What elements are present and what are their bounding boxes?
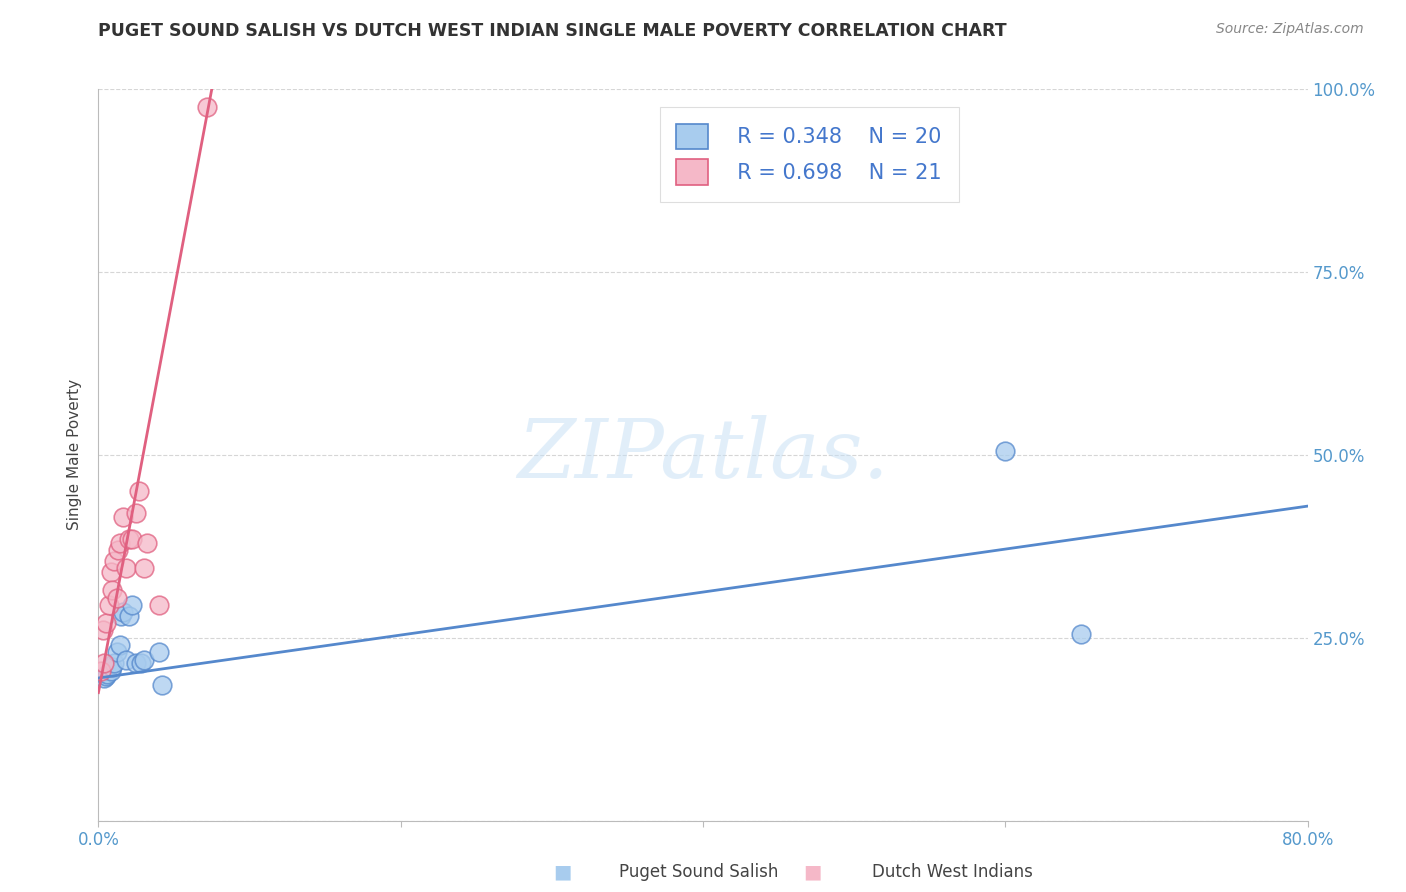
Point	[128, 484, 150, 499]
Point	[994, 444, 1017, 458]
Point	[111, 605, 134, 619]
Point	[96, 667, 118, 681]
Point	[148, 598, 170, 612]
Y-axis label: Single Male Poverty: Single Male Poverty	[67, 379, 83, 531]
Point	[125, 507, 148, 521]
Point	[135, 535, 157, 549]
Point	[129, 657, 152, 671]
Text: ZIPatlas.: ZIPatlas.	[517, 415, 889, 495]
Point	[107, 543, 129, 558]
Point	[118, 532, 141, 546]
Point	[105, 591, 128, 605]
Point	[100, 565, 122, 579]
Text: Dutch West Indians: Dutch West Indians	[872, 863, 1032, 881]
Point	[91, 624, 114, 638]
Point	[101, 583, 124, 598]
Point	[100, 664, 122, 678]
Point	[108, 638, 131, 652]
Point	[125, 657, 148, 671]
Point	[93, 671, 115, 685]
Point	[118, 608, 141, 623]
Point	[150, 678, 173, 692]
Point	[121, 532, 143, 546]
Point	[105, 645, 128, 659]
Point	[111, 510, 134, 524]
Point	[132, 653, 155, 667]
Text: ■: ■	[803, 863, 823, 882]
Text: Source: ZipAtlas.com: Source: ZipAtlas.com	[1216, 22, 1364, 37]
Point	[148, 645, 170, 659]
Point	[195, 101, 218, 115]
Point	[90, 664, 112, 678]
Text: Puget Sound Salish: Puget Sound Salish	[619, 863, 778, 881]
Point	[103, 554, 125, 568]
Point	[93, 657, 115, 671]
Point	[114, 653, 136, 667]
Point	[108, 535, 131, 549]
Point	[110, 608, 132, 623]
Point	[103, 657, 125, 671]
Point	[121, 598, 143, 612]
Point	[98, 598, 121, 612]
Point	[101, 660, 124, 674]
Point	[1070, 627, 1092, 641]
Point	[94, 616, 117, 631]
Legend:   R = 0.348    N = 20,   R = 0.698    N = 21: R = 0.348 N = 20, R = 0.698 N = 21	[659, 107, 959, 202]
Text: PUGET SOUND SALISH VS DUTCH WEST INDIAN SINGLE MALE POVERTY CORRELATION CHART: PUGET SOUND SALISH VS DUTCH WEST INDIAN …	[98, 22, 1007, 40]
Text: ■: ■	[553, 863, 572, 882]
Point	[132, 561, 155, 575]
Point	[114, 561, 136, 575]
Point	[94, 669, 117, 683]
